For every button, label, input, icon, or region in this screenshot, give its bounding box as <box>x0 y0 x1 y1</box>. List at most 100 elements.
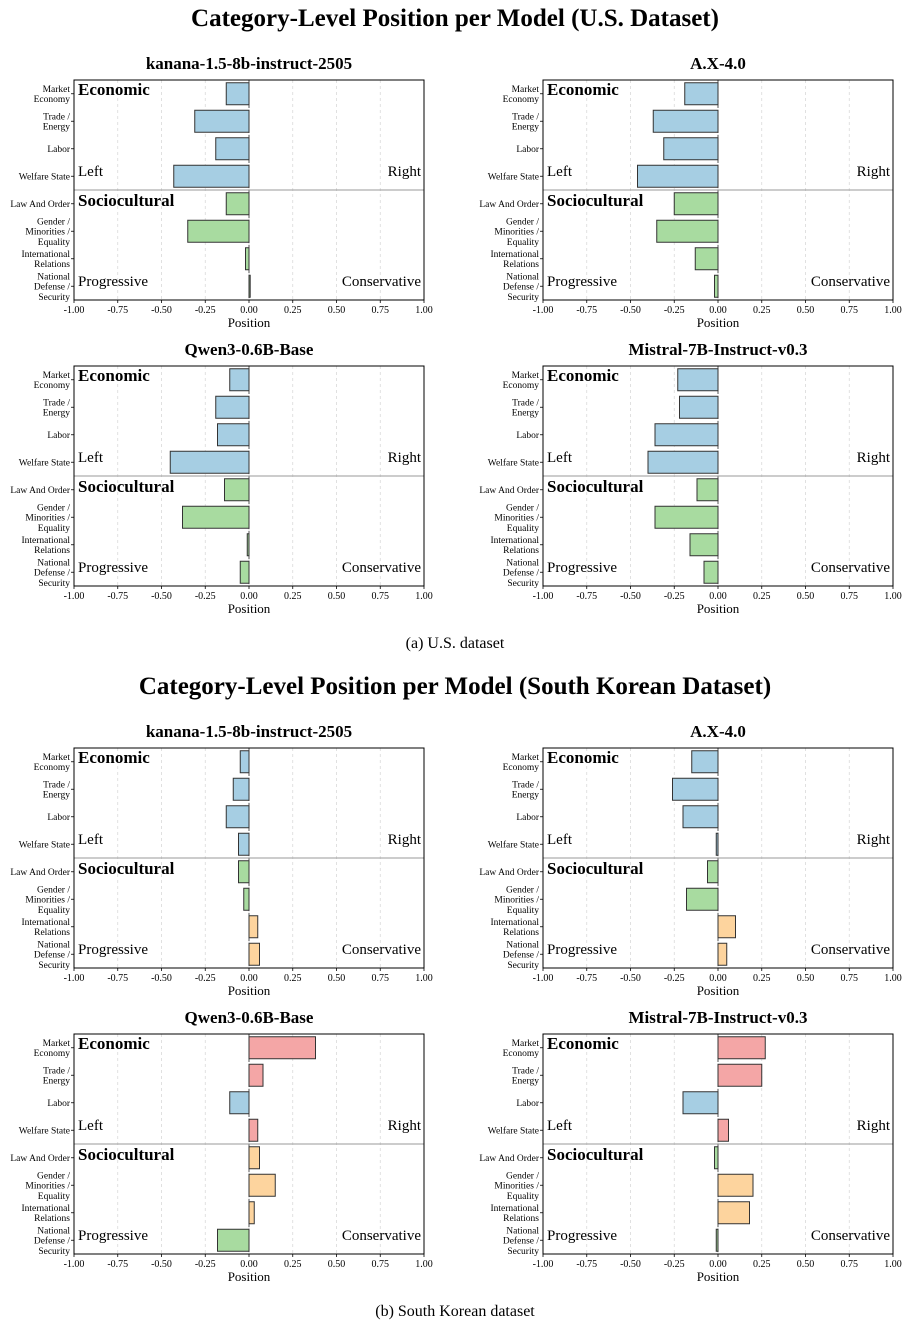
chart-title: kanana-1.5-8b-instruct-2505 <box>146 54 352 73</box>
bar <box>248 1173 276 1197</box>
x-tick-label: -0.50 <box>620 305 641 316</box>
y-tick-label: Defense / <box>503 950 539 961</box>
bar <box>656 219 719 243</box>
x-tick-label: -1.00 <box>533 973 554 984</box>
bar <box>707 860 719 884</box>
x-tick-label: 0.00 <box>240 1259 258 1270</box>
x-tick-label: 0.75 <box>372 973 390 984</box>
y-tick-label: Economy <box>503 381 540 391</box>
y-tick-label: Gender / <box>506 1171 539 1181</box>
y-tick-label: Market <box>512 1039 540 1049</box>
section-title-kr: Category-Level Position per Model (South… <box>139 673 771 700</box>
annotation-left: Left <box>78 1118 104 1134</box>
y-tick-label: Equality <box>507 524 539 534</box>
annotation-sociocultural: Sociocultural <box>78 477 175 496</box>
x-tick-label: 1.00 <box>415 1259 433 1270</box>
y-tick-label: Minorities / <box>494 514 539 524</box>
x-tick-label: -0.25 <box>195 305 216 316</box>
x-tick-label: -1.00 <box>64 973 85 984</box>
y-tick-label: Security <box>38 1247 70 1257</box>
bar <box>217 1228 250 1252</box>
annotation-economic: Economic <box>78 80 150 99</box>
x-tick-label: -0.25 <box>664 1259 685 1270</box>
y-tick-label: Energy <box>512 791 540 801</box>
y-tick-label: International <box>490 1204 539 1214</box>
x-tick-label: -0.50 <box>620 591 641 602</box>
bar <box>248 1146 260 1170</box>
x-tick-label: -0.50 <box>151 591 172 602</box>
annotation-right: Right <box>857 1118 891 1134</box>
y-tick-label: Security <box>38 579 70 589</box>
y-tick-label: Economy <box>503 95 540 105</box>
y-tick-label: Equality <box>38 1192 70 1202</box>
x-tick-label: 0.75 <box>841 1259 859 1270</box>
annotation-sociocultural: Sociocultural <box>547 191 644 210</box>
annotation-conservative: Conservative <box>811 1228 890 1244</box>
y-tick-label: Defense / <box>503 282 539 293</box>
x-axis-label: Position <box>228 1269 271 1284</box>
annotation-right: Right <box>388 832 422 848</box>
y-tick-label: Energy <box>512 409 540 419</box>
annotation-left: Left <box>78 450 104 466</box>
y-tick-label: Relations <box>503 260 539 270</box>
y-tick-label: Gender / <box>37 503 70 513</box>
y-tick-label: Market <box>512 85 540 95</box>
y-tick-label: Welfare State <box>19 172 70 183</box>
y-tick-label: National <box>506 940 539 950</box>
y-tick-label: Defense / <box>34 1236 70 1247</box>
y-tick-label: International <box>21 918 70 928</box>
y-tick-label: Gender / <box>37 1171 70 1181</box>
x-tick-label: 0.75 <box>372 591 390 602</box>
annotation-right: Right <box>857 450 891 466</box>
y-tick-label: Law And Order <box>479 486 539 496</box>
x-tick-label: 0.25 <box>284 591 302 602</box>
x-tick-label: 1.00 <box>884 591 902 602</box>
annotation-economic: Economic <box>547 80 619 99</box>
bar <box>239 560 250 584</box>
annotation-right: Right <box>857 164 891 180</box>
x-tick-label: 1.00 <box>415 305 433 316</box>
bar <box>215 137 250 161</box>
bar <box>652 109 719 133</box>
y-tick-label: National <box>37 272 70 282</box>
y-tick-label: Welfare State <box>19 458 70 469</box>
annotation-economic: Economic <box>547 1034 619 1053</box>
y-tick-label: Security <box>507 579 539 589</box>
x-axis-label: Position <box>697 601 740 616</box>
x-tick-label: 0.50 <box>797 305 815 316</box>
y-tick-label: Security <box>507 293 539 303</box>
x-axis-label: Position <box>228 983 271 998</box>
chart-title: A.X-4.0 <box>690 722 746 741</box>
y-tick-label: Energy <box>43 123 71 133</box>
y-tick-label: Law And Order <box>479 200 539 210</box>
y-tick-label: Defense / <box>34 282 70 293</box>
x-tick-label: 0.75 <box>372 1259 390 1270</box>
x-tick-label: -0.25 <box>195 1259 216 1270</box>
bar <box>245 247 250 271</box>
y-tick-label: Market <box>512 753 540 763</box>
y-tick-label: Trade / <box>43 780 70 790</box>
x-axis-label: Position <box>228 315 271 330</box>
x-tick-label: 0.50 <box>328 591 346 602</box>
x-tick-label: -0.75 <box>107 973 128 984</box>
x-tick-label: 0.00 <box>709 305 727 316</box>
annotation-progressive: Progressive <box>78 560 148 576</box>
annotation-right: Right <box>388 1118 422 1134</box>
y-tick-label: Trade / <box>512 780 539 790</box>
y-tick-label: National <box>37 940 70 950</box>
bar <box>229 368 250 392</box>
y-tick-label: Market <box>43 371 71 381</box>
annotation-progressive: Progressive <box>78 1228 148 1244</box>
annotation-right: Right <box>857 832 891 848</box>
y-tick-label: Labor <box>47 431 71 441</box>
bar <box>717 942 728 966</box>
x-tick-label: 0.00 <box>709 973 727 984</box>
bar <box>248 942 260 966</box>
x-tick-label: 1.00 <box>884 305 902 316</box>
y-tick-label: Minorities / <box>494 896 539 906</box>
y-tick-label: Gender / <box>506 503 539 513</box>
